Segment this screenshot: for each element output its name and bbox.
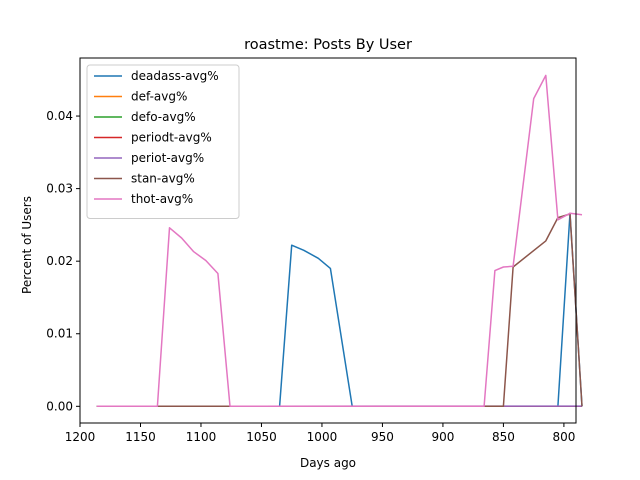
x-tick-label: 900 [431,430,454,444]
y-tick-label: 0.02 [46,254,73,268]
legend-label-4: periot-avg% [131,151,204,165]
y-tick-label: 0.00 [46,399,73,413]
series-line-0 [96,212,583,408]
legend-label-2: defo-avg% [131,110,196,124]
y-tick-label: 0.03 [46,182,73,196]
y-axis-title: Percent of Users [20,196,34,294]
chart-title: roastme: Posts By User [244,37,412,53]
x-tick-label: 800 [552,430,575,444]
x-tick-label: 1100 [186,430,217,444]
axis-ticks: 1200 1150 1100 1050 1000 950 900 850 800 0.00 0.01… [46,109,575,444]
series-line-6 [96,74,583,408]
x-tick-label: 1050 [246,430,277,444]
x-tick-label: 1000 [307,430,338,444]
y-tick-label: 0.01 [46,327,73,341]
legend-label-3: periodt-avg% [131,131,212,145]
x-tick-label: 950 [371,430,394,444]
plot-frame [79,57,577,424]
legend-label-1: def-avg% [131,90,187,104]
x-tick-label: 850 [492,430,515,444]
legend: deadass-avg% def-avg% defo-avg% periodt-avg… [86,64,240,219]
x-axis-title: Days ago [300,456,356,470]
legend-label-6: thot-avg% [131,192,193,206]
y-tick-label: 0.04 [46,109,73,123]
x-tick-label: 1200 [65,430,96,444]
legend-label-5: stan-avg% [131,172,195,186]
x-tick-label: 1150 [125,430,156,444]
series-lines [96,74,583,408]
legend-label-0: deadass-avg% [131,69,219,83]
legend-box [86,64,240,219]
